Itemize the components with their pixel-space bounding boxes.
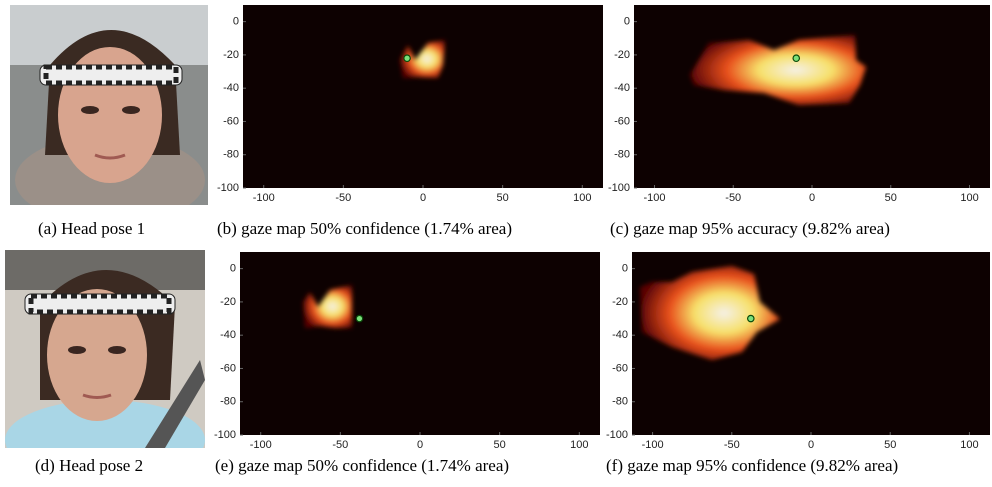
x-tick-label: 50 xyxy=(884,439,896,451)
x-tick-label: 0 xyxy=(808,439,814,451)
x-tick-label: 0 xyxy=(809,192,815,204)
heatmap-background xyxy=(243,5,603,188)
y-tick-label: -20 xyxy=(612,296,628,308)
caption: (f) gaze map 95% confidence (9.82% area) xyxy=(606,456,899,475)
y-tick-label: -40 xyxy=(612,329,628,341)
y-tick-label: -40 xyxy=(614,82,630,94)
x-tick-label: -50 xyxy=(335,192,351,204)
y-tick-label: -100 xyxy=(217,182,239,194)
heat-blob xyxy=(400,40,445,78)
y-tick-label: -80 xyxy=(614,149,630,161)
x-tick-label: 0 xyxy=(417,439,423,451)
y-tick-label: -40 xyxy=(223,82,239,94)
x-tick-label: 100 xyxy=(960,439,978,451)
x-tick-label: 100 xyxy=(573,192,591,204)
heat-blob xyxy=(303,285,352,328)
y-tick-label: -60 xyxy=(614,115,630,127)
x-tick-label: 50 xyxy=(885,192,897,204)
y-tick-label: -20 xyxy=(614,49,630,61)
caption: (c) gaze map 95% accuracy (9.82% area) xyxy=(610,219,890,238)
x-tick-label: -50 xyxy=(725,192,741,204)
y-tick-label: -80 xyxy=(220,396,236,408)
x-tick-label: -50 xyxy=(332,439,348,451)
gaze-map: -100 -50 0 50 100 -100 -80 -60 -40 -20 0 xyxy=(606,252,990,451)
x-tick-label: 50 xyxy=(494,439,506,451)
x-tick-label: -100 xyxy=(250,439,272,451)
gaze-map: -100 -50 0 50 100 -100 -80 -60 -40 -20 0 xyxy=(214,252,600,451)
y-tick-label: -60 xyxy=(612,362,628,374)
caption: (a) Head pose 1 xyxy=(38,219,146,238)
y-tick-label: -100 xyxy=(214,429,236,441)
y-tick-label: -60 xyxy=(223,115,239,127)
gaze-point xyxy=(355,314,364,323)
heat-blob xyxy=(690,35,866,105)
gaze-map: -100 -50 0 50 100 -100 -80 -60 -40 -20 0 xyxy=(217,5,603,204)
y-tick-label: -100 xyxy=(606,429,628,441)
y-tick-label: 0 xyxy=(624,16,630,28)
x-tick-label: 100 xyxy=(570,439,588,451)
y-tick-label: 0 xyxy=(622,263,628,275)
gaze-point xyxy=(747,314,755,323)
x-tick-label: -100 xyxy=(642,439,664,451)
x-tick-label: -50 xyxy=(724,439,740,451)
gaze-map: -100 -50 0 50 100 -100 -80 -60 -40 -20 0 xyxy=(608,5,990,204)
gaze-point xyxy=(403,54,411,63)
photo-head-pose-2 xyxy=(5,250,205,448)
x-tick-label: -100 xyxy=(643,192,665,204)
y-tick-label: -60 xyxy=(220,362,236,374)
gaze-point xyxy=(792,54,801,63)
heat-blob xyxy=(640,266,780,360)
y-tick-label: 0 xyxy=(233,16,239,28)
y-tick-label: -100 xyxy=(608,182,630,194)
y-tick-label: 0 xyxy=(230,263,236,275)
y-tick-label: -80 xyxy=(223,149,239,161)
caption: (d) Head pose 2 xyxy=(35,456,144,475)
y-tick-label: -40 xyxy=(220,329,236,341)
heatmap-background xyxy=(240,252,600,435)
x-tick-label: -100 xyxy=(253,192,275,204)
y-tick-label: -80 xyxy=(612,396,628,408)
caption: (e) gaze map 50% confidence (1.74% area) xyxy=(215,456,510,475)
x-tick-label: 0 xyxy=(420,192,426,204)
photo-head-pose-1 xyxy=(10,5,208,205)
x-tick-label: 50 xyxy=(497,192,509,204)
caption: (b) gaze map 50% confidence (1.74% area) xyxy=(217,219,512,238)
x-tick-label: 100 xyxy=(960,192,978,204)
y-tick-label: -20 xyxy=(223,49,239,61)
y-tick-label: -20 xyxy=(220,296,236,308)
